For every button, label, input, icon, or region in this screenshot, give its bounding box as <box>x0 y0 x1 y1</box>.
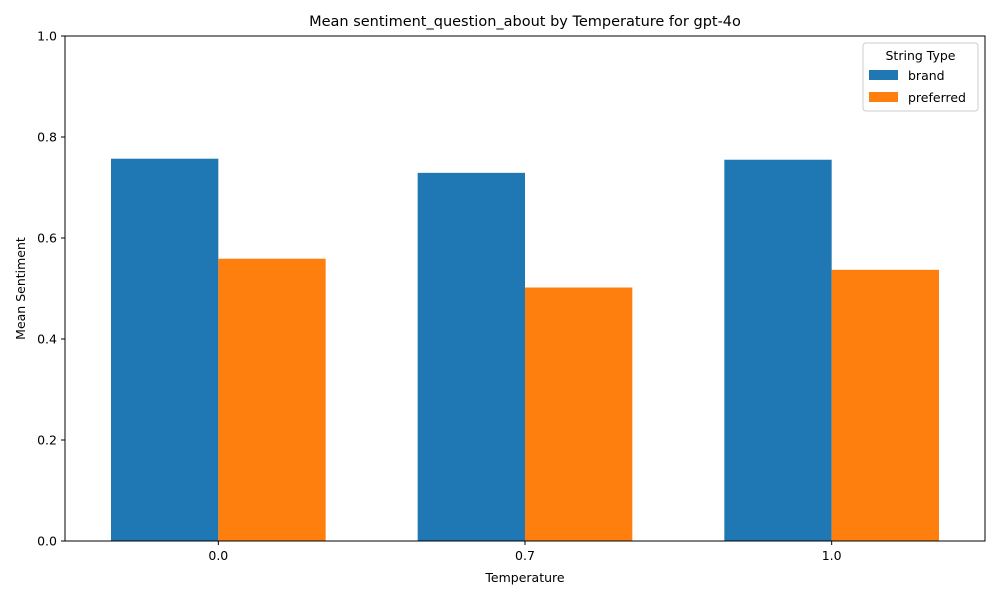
x-tick-label: 0.0 <box>208 548 228 563</box>
y-tick-label: 0.0 <box>37 534 57 549</box>
y-tick-label: 0.2 <box>37 433 57 448</box>
legend-swatch-brand <box>869 70 898 80</box>
bar-preferred-1.0 <box>831 269 939 541</box>
x-axis-label: Temperature <box>484 570 564 585</box>
legend: String Type brand preferred <box>862 42 979 112</box>
y-tick-label: 0.4 <box>37 332 57 347</box>
bar-preferred-0.7 <box>525 287 633 541</box>
bar-brand-0.0 <box>111 158 219 541</box>
legend-label-brand: brand <box>908 68 945 83</box>
bar-brand-1.0 <box>724 159 832 541</box>
legend-label-preferred: preferred <box>908 90 966 105</box>
legend-title: String Type <box>886 48 956 63</box>
chart-title: Mean sentiment_question_about by Tempera… <box>309 14 741 30</box>
bar-brand-0.7 <box>417 172 525 542</box>
x-axis: 0.0 0.7 1.0 <box>208 541 842 563</box>
bar-preferred-0.0 <box>218 258 326 541</box>
legend-swatch-preferred <box>869 92 898 102</box>
y-axis-label: Mean Sentiment <box>13 237 28 340</box>
y-tick-label: 0.8 <box>37 130 57 145</box>
x-tick-label: 1.0 <box>822 548 842 563</box>
y-axis: 0.0 0.2 0.4 0.6 0.8 1.0 <box>37 29 65 549</box>
bars-group <box>111 158 939 542</box>
y-tick-label: 1.0 <box>37 29 57 44</box>
y-tick-label: 0.6 <box>37 231 57 246</box>
x-tick-label: 0.7 <box>515 548 535 563</box>
